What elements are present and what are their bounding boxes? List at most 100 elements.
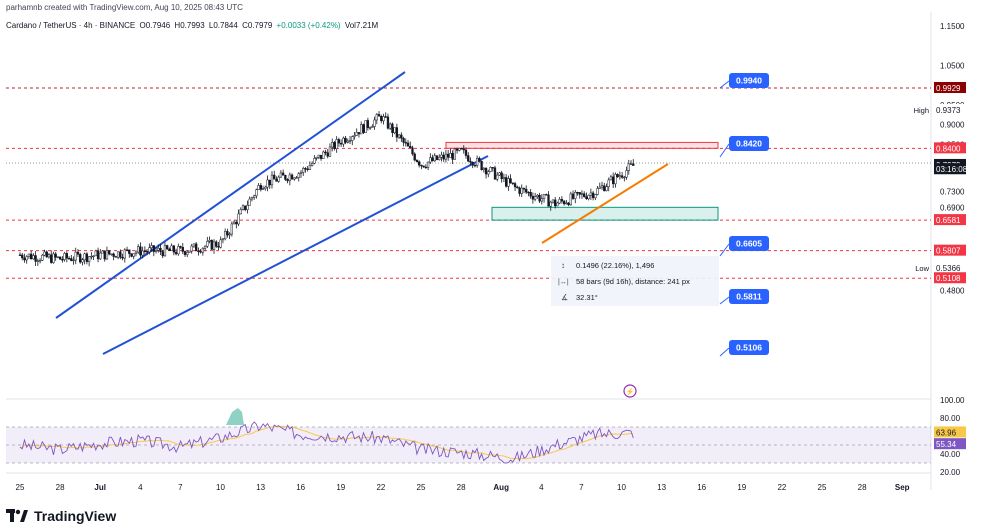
candle <box>210 239 213 250</box>
candle-body <box>455 148 459 151</box>
price-callout[interactable]: 0.5106 <box>729 340 769 355</box>
candle <box>623 175 626 182</box>
candle <box>458 147 461 152</box>
candle <box>25 255 28 264</box>
candle-body <box>576 192 579 194</box>
candle <box>154 247 158 254</box>
price-callout[interactable]: 0.8420 <box>729 136 769 151</box>
candle-body <box>163 245 167 257</box>
time-tick-label: 19 <box>737 483 746 492</box>
candle-body <box>255 189 258 197</box>
candle <box>310 161 314 167</box>
candle <box>393 127 396 135</box>
candle <box>516 185 519 189</box>
candle-body <box>30 253 33 260</box>
candle-body <box>186 252 189 255</box>
candle <box>304 167 307 173</box>
candle <box>206 236 209 249</box>
candle <box>620 172 624 179</box>
price-axis-label: 03:16:08 <box>934 163 968 175</box>
candle <box>288 172 291 186</box>
candle-body <box>210 240 213 250</box>
candle <box>81 257 84 266</box>
candle-body <box>600 185 604 188</box>
candle-body <box>297 173 300 178</box>
candle-body <box>400 134 403 139</box>
candle <box>195 242 198 252</box>
candle-body <box>61 259 64 261</box>
open-value: O0.7946 <box>139 21 171 30</box>
price-chart[interactable]: 0.9940 0.8420 0.6605 0.5811 0.5106 ↕ 0.1496 (2… <box>0 0 984 500</box>
candle <box>348 136 352 144</box>
candle-body <box>195 243 198 252</box>
candle-body <box>440 154 443 158</box>
candle <box>54 252 57 261</box>
price-callout[interactable]: 0.9940 <box>729 73 769 88</box>
candle-body <box>310 163 314 166</box>
candle <box>433 153 436 162</box>
candle <box>598 182 601 189</box>
price-tick-label: 0.6900 <box>940 204 965 213</box>
candle-body <box>85 253 89 262</box>
candle <box>63 251 66 262</box>
candle <box>172 244 176 256</box>
candle <box>328 143 332 157</box>
candle <box>462 145 465 154</box>
channel-lower-line[interactable] <box>102 155 489 355</box>
candle-body <box>574 192 577 199</box>
time-tick-label: 25 <box>818 483 827 492</box>
candle <box>103 250 106 262</box>
candle <box>556 201 559 207</box>
candle-body <box>402 137 405 143</box>
candle-body <box>591 192 595 199</box>
candle <box>360 121 363 135</box>
candle-body <box>273 174 276 180</box>
price-label-prefix: High <box>914 106 929 115</box>
candle-body <box>507 178 510 187</box>
candle <box>589 188 593 200</box>
rsi-value-bg <box>934 426 966 438</box>
candle-body <box>230 223 233 235</box>
candle <box>18 252 22 256</box>
candle-body <box>114 256 118 258</box>
candle <box>632 159 635 166</box>
candle <box>87 256 91 267</box>
callout-pointer <box>719 243 730 257</box>
candle-body <box>422 165 425 168</box>
candle <box>116 251 120 260</box>
candle <box>335 136 338 153</box>
symbol-label[interactable]: Cardano / TetherUS · 4h · BINANCE <box>6 21 136 30</box>
candle <box>215 240 218 248</box>
candle-body <box>357 132 361 135</box>
price-range-icon: ↕ <box>561 261 565 270</box>
candle <box>324 149 327 156</box>
candle-body <box>157 247 160 251</box>
candle <box>400 132 403 143</box>
candle-body <box>326 152 329 157</box>
candle <box>317 154 320 160</box>
channel-upper-line[interactable] <box>55 71 406 319</box>
orange-trendline[interactable] <box>541 163 669 244</box>
price-callout[interactable]: 0.5811 <box>729 289 769 304</box>
candle <box>293 177 296 181</box>
candle <box>228 232 231 239</box>
time-tick-label: 16 <box>697 483 706 492</box>
resistance-zone[interactable] <box>445 141 719 149</box>
candle <box>346 138 349 144</box>
price-label-bg <box>934 142 966 154</box>
candle <box>574 189 577 204</box>
price-callout[interactable]: 0.6605 <box>729 236 769 251</box>
candle-body <box>47 254 51 258</box>
support-zone[interactable] <box>491 206 719 221</box>
candle-body <box>393 127 396 133</box>
candle <box>629 160 633 166</box>
candle <box>132 253 135 260</box>
candle <box>500 170 503 183</box>
time-tick-label: 22 <box>376 483 385 492</box>
candle-body <box>235 221 238 225</box>
candle-body <box>571 193 575 199</box>
event-badge[interactable]: ⚡ <box>623 384 637 398</box>
candle-body <box>65 253 68 259</box>
candle <box>110 253 113 256</box>
candle-body <box>442 154 445 160</box>
